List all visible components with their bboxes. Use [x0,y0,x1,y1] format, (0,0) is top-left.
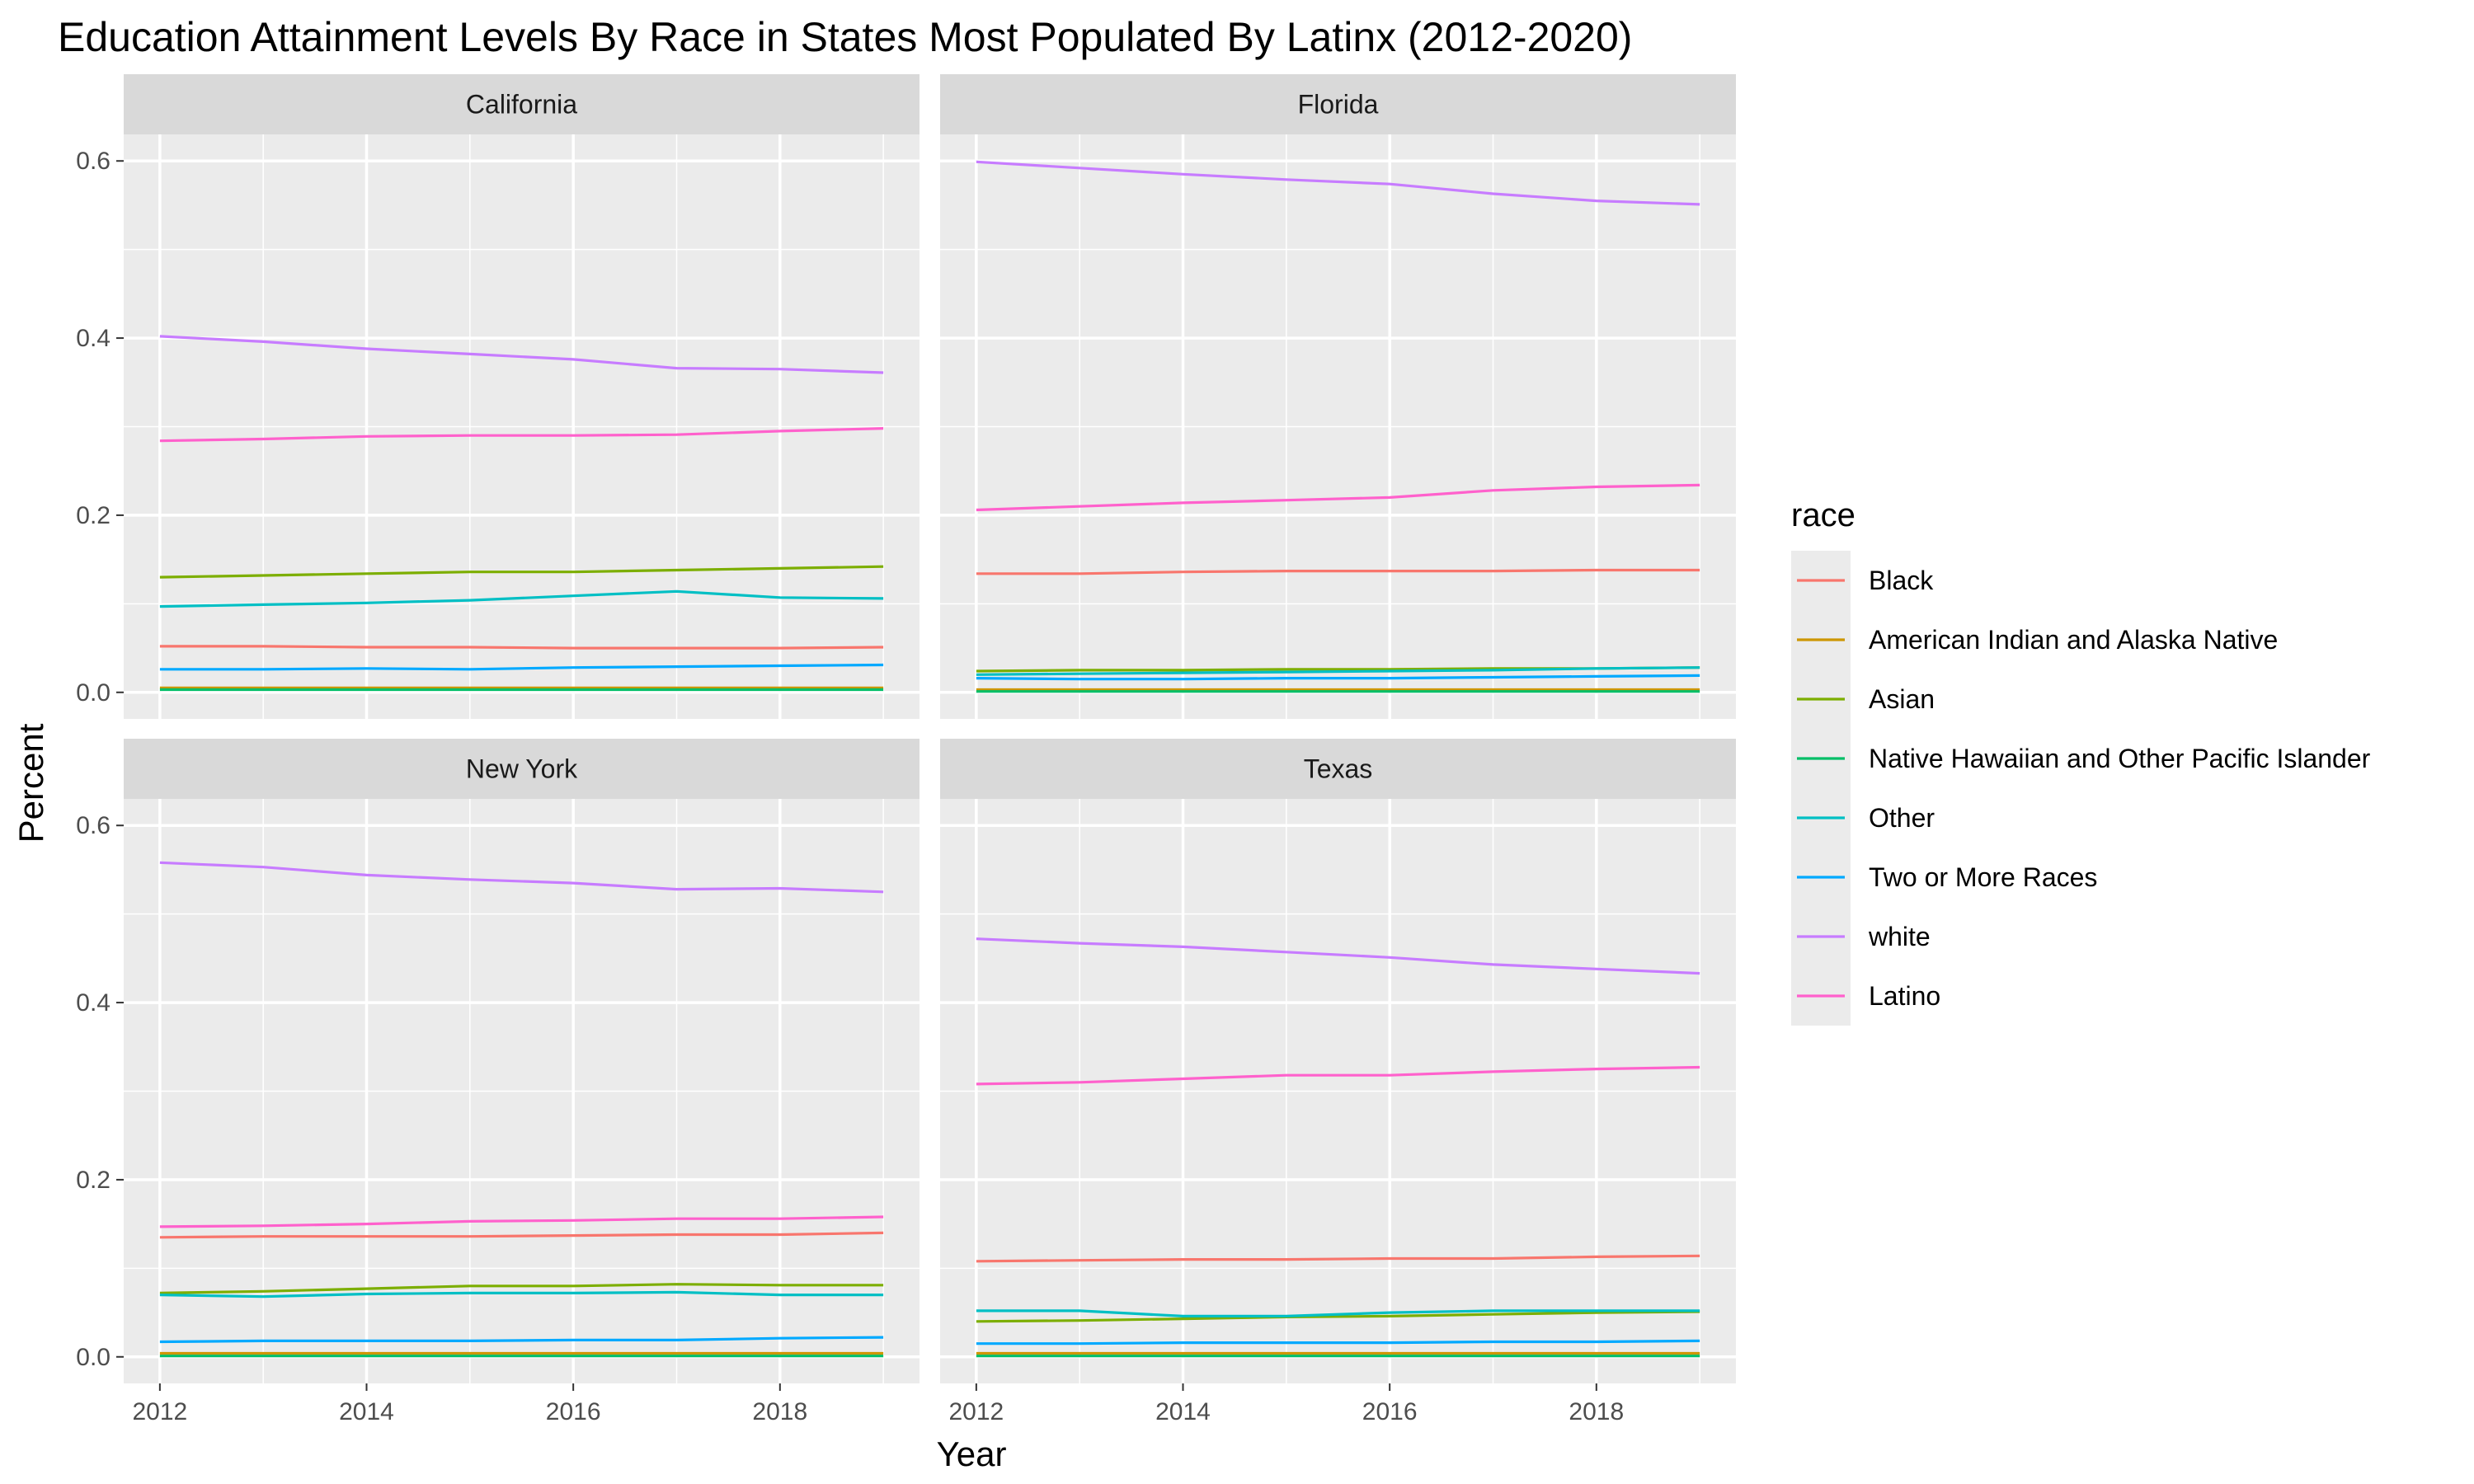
x-tick-label: 2014 [339,1398,394,1425]
series-line-new-york-two-or-more-races [159,1336,884,1344]
facet-label-florida: Florida [1298,90,1379,120]
y-tick-label: 0.6 [76,148,111,175]
legend-item-asian: Asian [1791,669,1935,729]
legend-label: Native Hawaiian and Other Pacific Island… [1869,744,2371,773]
y-tick-label: 0.2 [76,502,111,529]
y-tick-label: 0.4 [76,989,111,1017]
facet-strip-texas [940,739,1736,799]
series-line-california-asian [159,565,884,579]
facet-label-new-york: New York [466,754,578,784]
series-line-texas-other [976,1309,1700,1318]
panel-new-york: New York 0.0 0.2 0.4 0.6 2012 2014 2016 2018 [76,739,920,1425]
panel-florida: Florida [940,74,1736,719]
series-line-florida-black [976,568,1700,575]
series-line-new-york-white [159,861,884,894]
facet-strip-california [124,74,920,134]
series-line-texas-white [976,937,1700,975]
y-axis-title: Percent [12,723,50,843]
legend-item-native-hawaiian-and-other-pacific-islander: Native Hawaiian and Other Pacific Island… [1791,729,2371,788]
legend-title: race [1791,497,1856,533]
legend: race Black American Indian and Alaska Nat… [1791,497,2371,1026]
series-line-california-black [159,645,884,650]
y-tick-label: 0.6 [76,812,111,839]
series-line-new-york-latino [159,1215,884,1228]
legend-items: Black American Indian and Alaska Native As… [1791,551,2371,1026]
series-line-california-white [159,335,884,374]
series-line-florida-latino [976,483,1700,512]
x-tick-label: 2012 [948,1398,1004,1425]
y-tick-label: 0.0 [76,679,111,707]
y-tick-label: 0.4 [76,325,111,352]
legend-item-other: Other [1791,788,1935,848]
legend-label: Latino [1869,981,1940,1011]
chart-title: Education Attainment Levels By Race in S… [58,14,1632,60]
series-line-texas-black [976,1254,1700,1263]
legend-item-black: Black [1791,551,1934,610]
legend-item-white: white [1791,907,1931,966]
legend-label: Asian [1869,684,1935,714]
x-tick-label: 2014 [1155,1398,1211,1425]
series-line-new-york-black [159,1231,884,1239]
legend-label: American Indian and Alaska Native [1869,625,2278,655]
x-tick-label: 2016 [546,1398,601,1425]
series-line-florida-other [976,666,1700,676]
y-tick-label: 0.0 [76,1344,111,1371]
legend-label: Two or More Races [1869,862,2097,892]
series-line-texas-latino [976,1065,1700,1086]
series-line-new-york-other [159,1290,884,1298]
series-line-california-two-or-more-races [159,663,884,671]
series-line-california-other [159,589,884,608]
facet-label-california: California [466,90,577,120]
facet-strip-new-york [124,739,920,799]
series-line-florida-two-or-more-races [976,674,1700,681]
x-tick-label: 2018 [752,1398,807,1425]
legend-label: Other [1869,803,1935,833]
x-tick-label: 2018 [1569,1398,1624,1425]
series-line-california-latino [159,427,884,443]
y-tick-label: 0.2 [76,1167,111,1194]
x-tick-label: 2016 [1362,1398,1418,1425]
facet-panels: California 0.0 0.2 0.4 0.6 Florida New York 0.0… [76,74,1736,1425]
series-line-new-york-asian [159,1283,884,1294]
legend-item-latino: Latino [1791,966,1940,1026]
facet-label-texas: Texas [1304,754,1373,784]
series-line-florida-white [976,160,1700,206]
series-line-texas-asian [976,1310,1700,1323]
series-line-texas-two-or-more-races [976,1339,1700,1345]
legend-item-american-indian-and-alaska-native: American Indian and Alaska Native [1791,610,2278,669]
panel-texas: Texas 2012 2014 2016 2018 [940,739,1736,1425]
x-tick-label: 2012 [132,1398,187,1425]
panel-california: California 0.0 0.2 0.4 0.6 [76,74,920,719]
legend-label: white [1868,922,1931,951]
x-axis-title: Year [937,1435,1007,1473]
facet-strip-florida [940,74,1736,134]
legend-label: Black [1869,566,1934,595]
legend-item-two-or-more-races: Two or More Races [1791,848,2097,907]
